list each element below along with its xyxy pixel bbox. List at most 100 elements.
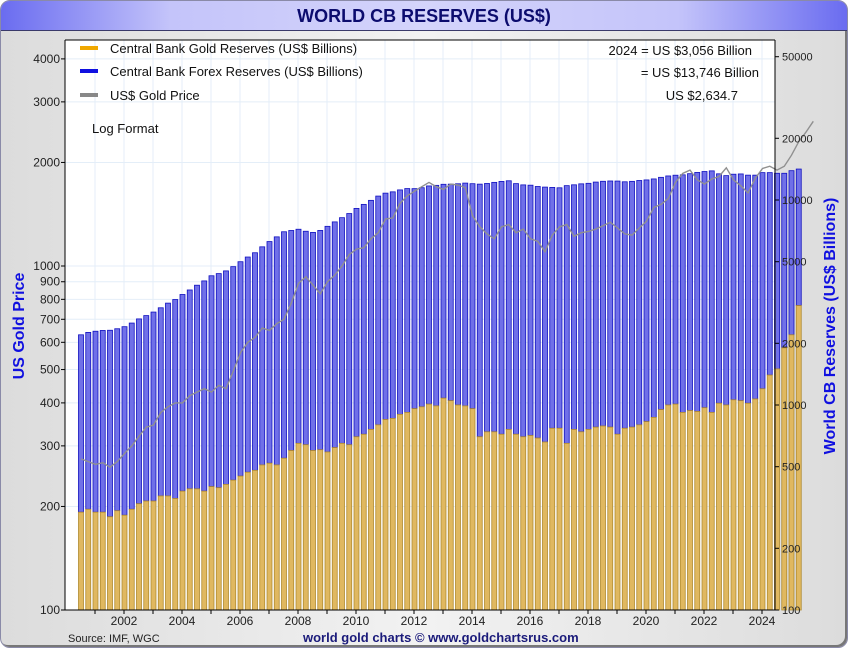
bar-gold — [730, 399, 737, 611]
bar-forex — [650, 178, 657, 418]
bar-gold — [404, 412, 411, 611]
bar-gold — [339, 442, 345, 611]
bar-forex — [455, 183, 461, 406]
bar-gold — [650, 416, 657, 611]
bar-forex — [795, 168, 802, 306]
bar-forex — [310, 231, 316, 451]
bar-gold — [208, 486, 215, 611]
legend-label-forex: Central Bank Forex Reserves (US$ Billion… — [110, 64, 363, 79]
bar-gold — [310, 450, 316, 611]
y-tick-label-left: 4000 — [33, 52, 60, 66]
bar-gold — [716, 402, 722, 611]
bar-forex — [389, 191, 396, 419]
x-tick-label: 2018 — [575, 614, 602, 628]
bar-gold — [107, 516, 113, 611]
bar-gold — [636, 424, 643, 611]
bar-forex — [426, 185, 432, 405]
bar-forex — [121, 326, 128, 516]
bar-gold — [302, 444, 309, 611]
bar-gold — [375, 424, 382, 611]
bar-forex — [542, 186, 548, 443]
bar-forex — [128, 322, 135, 510]
x-tick-label: 2024 — [749, 614, 776, 628]
bar-gold — [571, 429, 577, 611]
legend-swatch-gold — [80, 46, 98, 50]
x-tick-label: 2014 — [459, 614, 486, 628]
y-tick-label-left: 900 — [40, 275, 60, 289]
bar-gold — [672, 403, 679, 611]
bar-forex — [520, 184, 527, 438]
y-axis-title-right: World CB Reserves (US$ Billions) — [822, 198, 839, 455]
bar-gold — [360, 433, 367, 611]
y-tick-label-right: 1000 — [782, 400, 806, 412]
bar-forex — [201, 280, 208, 492]
bar-gold — [201, 490, 208, 611]
bar-gold — [252, 469, 258, 611]
bar-gold — [752, 398, 759, 611]
bar-gold — [795, 305, 802, 611]
bar-gold — [505, 429, 512, 611]
bar-forex — [85, 332, 92, 510]
bar-forex — [621, 181, 628, 429]
bar-forex — [179, 294, 186, 492]
bar-gold — [643, 421, 650, 611]
bar-forex — [143, 315, 150, 502]
x-tick-label: 2004 — [169, 614, 196, 628]
bar-forex — [157, 307, 164, 497]
bar-forex — [752, 174, 759, 400]
bar-gold — [389, 418, 396, 611]
legend-label-price: US$ Gold Price — [110, 88, 200, 103]
x-tick-label: 2020 — [633, 614, 660, 628]
bar-gold — [411, 408, 418, 611]
bar-gold — [230, 479, 237, 611]
bar-gold — [520, 436, 527, 611]
bar-forex — [701, 171, 708, 409]
bar-forex — [462, 182, 469, 407]
bar-gold — [368, 429, 374, 611]
bar-gold — [353, 436, 360, 611]
bar-forex — [418, 187, 425, 408]
bar-gold — [157, 495, 164, 611]
bar-forex — [172, 299, 179, 499]
bar-gold — [143, 500, 150, 611]
bar-gold — [273, 464, 280, 611]
bar-gold — [179, 490, 186, 611]
bar-forex — [259, 246, 266, 466]
bar-gold — [476, 436, 483, 611]
bar-forex — [440, 183, 447, 399]
legend-value-forex: = US $13,746 Billion — [641, 65, 759, 80]
bar-gold — [759, 388, 766, 611]
bar-forex — [592, 181, 599, 428]
bar-forex — [505, 180, 512, 430]
bar-gold — [92, 511, 99, 611]
bar-gold — [708, 412, 715, 611]
bar-gold — [737, 400, 744, 611]
bar-forex — [302, 230, 309, 446]
bar-forex — [78, 334, 84, 513]
bar-forex — [114, 328, 121, 512]
y-tick-label-right: 20000 — [782, 133, 813, 145]
bar-gold — [295, 442, 302, 611]
bar-forex — [339, 217, 345, 444]
bars — [78, 168, 802, 611]
legend-label-gold: Central Bank Gold Reserves (US$ Billions… — [110, 41, 357, 56]
bar-gold — [766, 374, 773, 611]
bar-gold — [288, 450, 295, 611]
gold-price-line — [80, 120, 814, 469]
price-line-group — [80, 120, 814, 469]
y-tick-label-left: 800 — [40, 292, 60, 306]
bar-forex — [629, 180, 635, 428]
bar-forex — [636, 180, 643, 426]
bar-gold — [513, 433, 519, 611]
bar-forex — [687, 173, 693, 411]
bar-forex — [476, 183, 483, 438]
bar-gold — [614, 433, 621, 611]
bar-gold — [136, 503, 142, 611]
bar-gold — [223, 483, 229, 611]
bar-gold — [621, 427, 628, 611]
credit-link[interactable]: world gold charts © www.goldchartsrus.co… — [303, 630, 579, 645]
bar-forex — [331, 221, 338, 448]
bar-gold — [629, 426, 635, 611]
bar-forex — [150, 311, 157, 502]
